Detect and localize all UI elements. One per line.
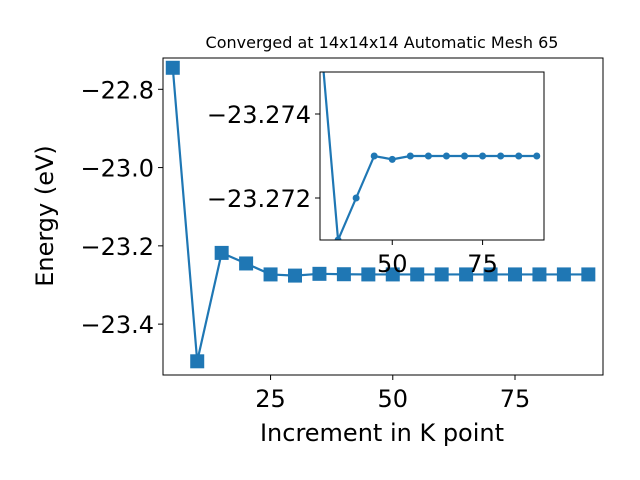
inset-plot-frame — [319, 71, 545, 241]
main-x-tick-label: 75 — [500, 385, 531, 413]
main-data-point — [312, 266, 327, 281]
inset-series-group — [322, 72, 541, 240]
main-data-point — [410, 267, 425, 282]
inset-data-point — [533, 152, 541, 160]
main-series-group — [165, 60, 596, 369]
main-data-point — [336, 267, 351, 282]
inset-data-point — [370, 152, 378, 160]
main-data-point — [556, 267, 571, 282]
inset-data-point — [479, 152, 487, 160]
main-data-layer — [165, 60, 596, 369]
main-y-tick-label: −23.4 — [80, 311, 154, 339]
y-axis-label: Energy (eV) — [31, 145, 59, 287]
inset-x-tick-label: 75 — [467, 250, 498, 278]
inset-data-point — [406, 152, 414, 160]
inset-x-tick-label: 50 — [377, 250, 408, 278]
main-data-point — [483, 267, 498, 282]
main-data-point — [581, 267, 596, 282]
inset-data-point — [461, 152, 469, 160]
inset-data-layer — [322, 72, 541, 240]
main-y-tick-label: −23.2 — [80, 233, 154, 261]
inset-data-point — [424, 152, 432, 160]
main-data-point — [508, 267, 522, 282]
main-data-point — [165, 60, 180, 75]
main-data-point — [214, 245, 229, 260]
main-data-point — [434, 267, 449, 282]
inset-data-point — [515, 152, 523, 160]
x-axis-label: Increment in K point — [260, 419, 504, 447]
inset-data-point — [442, 152, 450, 160]
main-plot: Converged at 14x14x14 Automatic Mesh 65 … — [31, 33, 604, 447]
inset-y-tick-label: −23.272 — [207, 185, 311, 213]
main-data-point — [190, 354, 205, 369]
main-y-tick-label: −22.8 — [80, 76, 154, 104]
main-data-point — [239, 256, 254, 271]
main-x-tick-label: 25 — [255, 385, 286, 413]
main-data-point — [263, 267, 278, 282]
inset-plot: 50 75 −23.274 −23.272 — [207, 71, 545, 278]
main-y-tick-label: −23.0 — [80, 155, 154, 183]
main-axis-ticks: 25 50 75 −22.8 −23.0 −23.2 −23.4 — [80, 76, 530, 413]
inset-data-point — [352, 194, 360, 202]
main-data-point — [532, 267, 547, 282]
main-data-point — [385, 267, 400, 282]
main-data-point — [288, 268, 302, 283]
inset-data-point — [388, 155, 396, 163]
main-data-point — [459, 267, 474, 282]
inset-y-tick-label: −23.274 — [207, 101, 311, 129]
chart-title: Converged at 14x14x14 Automatic Mesh 65 — [206, 33, 559, 52]
inset-data-point — [497, 152, 505, 160]
main-data-point — [361, 267, 376, 282]
inset-data-point — [334, 236, 342, 240]
main-x-tick-label: 50 — [378, 385, 409, 413]
main-plot-frame — [162, 57, 604, 376]
inset-axis-ticks: 50 75 −23.274 −23.272 — [207, 101, 498, 278]
